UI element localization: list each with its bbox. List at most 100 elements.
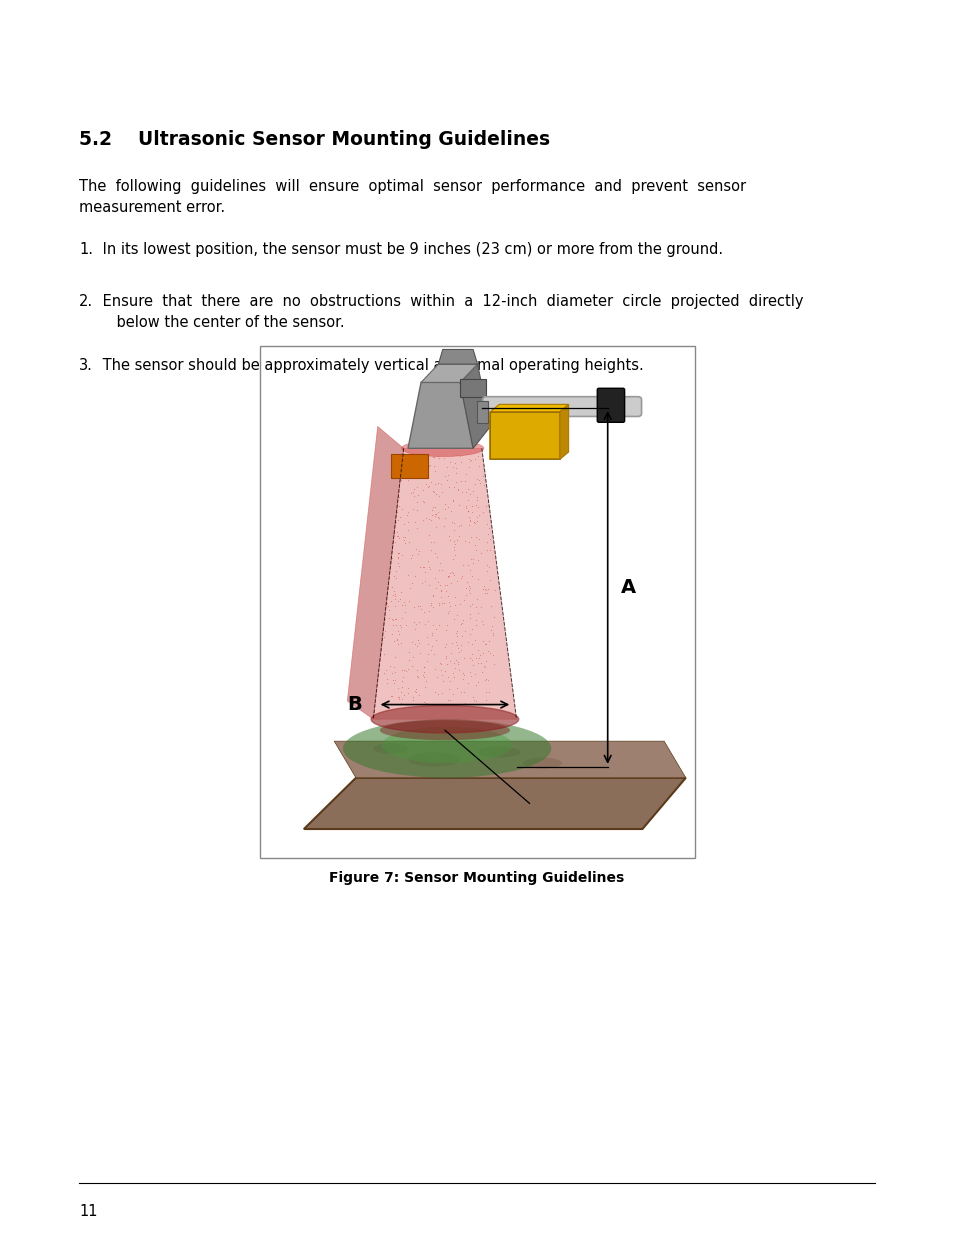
Point xyxy=(435,672,450,692)
Point xyxy=(423,472,438,492)
Point xyxy=(384,577,399,597)
Point xyxy=(466,513,481,532)
Point xyxy=(385,615,400,635)
Point xyxy=(441,452,456,472)
Point xyxy=(400,471,416,490)
Point xyxy=(403,545,418,564)
Point xyxy=(392,615,407,635)
Point xyxy=(395,661,411,680)
Ellipse shape xyxy=(522,757,561,768)
Point xyxy=(425,585,440,605)
Point xyxy=(476,475,491,495)
Point xyxy=(454,640,469,659)
Point xyxy=(447,453,462,473)
Point xyxy=(436,661,452,680)
Point xyxy=(401,651,416,671)
Point xyxy=(440,566,456,585)
Point xyxy=(425,585,440,605)
Point xyxy=(395,671,410,690)
Point xyxy=(448,473,463,493)
Point xyxy=(432,553,447,573)
Point xyxy=(437,494,453,514)
Point xyxy=(409,500,424,520)
Point xyxy=(390,553,405,573)
Point xyxy=(408,615,423,635)
Point xyxy=(427,504,442,524)
Point xyxy=(431,559,446,579)
Point xyxy=(407,694,422,714)
Point xyxy=(408,679,423,699)
Point xyxy=(390,548,405,568)
Point xyxy=(444,511,459,531)
Point xyxy=(411,685,426,705)
Point xyxy=(379,597,395,616)
Point xyxy=(421,600,436,620)
Point xyxy=(437,634,453,653)
Point xyxy=(456,621,472,641)
Point xyxy=(421,574,436,594)
Point xyxy=(388,609,403,629)
Point xyxy=(456,590,471,610)
Polygon shape xyxy=(303,778,685,829)
Point xyxy=(427,506,442,526)
Point xyxy=(468,527,483,547)
Point xyxy=(465,655,480,674)
Point xyxy=(415,666,430,685)
Point xyxy=(381,609,396,629)
Point xyxy=(472,645,487,664)
Point xyxy=(424,625,439,645)
Point xyxy=(470,604,485,624)
Point xyxy=(400,659,416,679)
Point xyxy=(461,451,476,471)
Point xyxy=(449,605,464,625)
Text: Ensure  that  there  are  no  obstructions  within  a  12-inch  diameter  circle: Ensure that there are no obstructions wi… xyxy=(98,294,803,330)
Point xyxy=(396,595,412,615)
Point xyxy=(421,509,436,529)
Point xyxy=(475,614,490,634)
Point xyxy=(424,636,439,656)
Point xyxy=(440,587,456,606)
Point xyxy=(394,616,409,636)
Point xyxy=(396,684,412,704)
Point xyxy=(470,446,485,466)
Point xyxy=(384,663,399,683)
Point xyxy=(470,640,485,659)
Point xyxy=(426,532,441,552)
Point xyxy=(422,640,437,659)
Point xyxy=(449,678,464,698)
Point xyxy=(389,526,404,546)
Point xyxy=(441,526,456,546)
Point xyxy=(430,684,445,704)
Point xyxy=(386,525,401,545)
Point xyxy=(420,611,436,631)
Point xyxy=(431,508,446,527)
Point xyxy=(406,511,421,531)
Point xyxy=(427,461,442,480)
Point xyxy=(420,552,436,572)
Point xyxy=(410,467,425,487)
Point xyxy=(451,516,466,536)
Point xyxy=(432,653,447,673)
Point xyxy=(456,664,471,684)
Point xyxy=(389,513,404,532)
Point xyxy=(477,651,493,671)
Point xyxy=(445,563,460,583)
Point xyxy=(431,448,446,468)
Point xyxy=(428,517,443,537)
Point xyxy=(385,671,400,690)
Point xyxy=(461,450,476,469)
Point xyxy=(395,530,411,550)
Point xyxy=(410,631,425,651)
Point xyxy=(469,469,484,489)
Point xyxy=(418,474,434,494)
Point xyxy=(413,642,428,662)
Point xyxy=(469,490,484,510)
Point xyxy=(393,582,408,601)
Point xyxy=(416,490,431,510)
Point xyxy=(440,679,456,699)
Point xyxy=(400,566,416,585)
Point xyxy=(437,580,453,600)
Point xyxy=(408,538,423,558)
Point xyxy=(451,526,466,546)
Point xyxy=(443,643,458,663)
